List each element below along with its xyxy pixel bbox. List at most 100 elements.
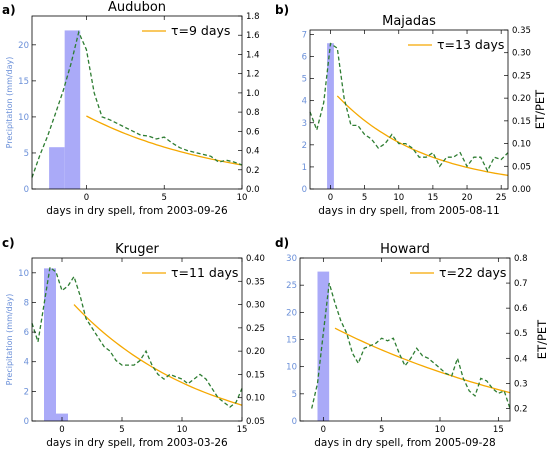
x-tick-label: 5 xyxy=(119,425,124,435)
right-tick-label: 0.35 xyxy=(512,26,531,36)
panel-majadas: b) Majadas 0 5 10 15 20 25 0 1 2 3 4 5 6 7 0.00 0.05 0.10 0… xyxy=(275,3,547,217)
x-tick-label: 10 xyxy=(237,193,248,203)
right-tick-label: 1.6 xyxy=(246,31,260,41)
x-tick-label: 15 xyxy=(237,425,248,435)
left-tick-label: 0 xyxy=(302,185,307,195)
left-tick-label: 8 xyxy=(24,298,29,308)
et-pet-series-line xyxy=(31,30,243,178)
right-tick-label: 0.40 xyxy=(246,254,265,264)
legend-label: τ=11 days xyxy=(171,265,238,280)
left-tick-label: 0 xyxy=(24,417,29,427)
x-axis-label: days in dry spell, from 2003-09-26 xyxy=(46,205,228,217)
left-tick-label: 20 xyxy=(18,41,29,51)
plot-frame xyxy=(31,257,243,422)
right-tick-label: 0.30 xyxy=(246,301,265,311)
left-tick-label: 10 xyxy=(286,363,297,373)
left-tick-label: 15 xyxy=(286,336,297,346)
panel-audubon: a) Audubon 0 5 10 0 5 10 15 20 0.0 0.2 0.4 0.6 0.8 1.0 1… xyxy=(2,0,260,217)
x-tick-label: 20 xyxy=(462,193,473,203)
x-tick-label: 10 xyxy=(435,425,446,435)
panel-label: b) xyxy=(275,3,289,17)
right-tick-label: 0.3 xyxy=(514,379,528,389)
chart-title: Audubon xyxy=(108,0,166,15)
plot-frame xyxy=(309,29,509,190)
panel-label: c) xyxy=(2,236,15,250)
panel-label: d) xyxy=(275,236,289,250)
et-pet-series-line xyxy=(31,266,243,408)
right-tick-label: 1.0 xyxy=(246,89,260,99)
legend-label: τ=22 days xyxy=(439,265,506,280)
left-tick-label: 20 xyxy=(286,308,297,318)
x-tick-label: 25 xyxy=(496,193,507,203)
left-tick-label: 0 xyxy=(24,185,29,195)
dry-spell-fit-line xyxy=(336,95,509,177)
x-axis-label: days in dry spell, from 2005-09-28 xyxy=(314,437,495,449)
x-tick-label: 5 xyxy=(362,193,367,203)
right-tick-label: 0.4 xyxy=(246,147,260,157)
right-tick-label: 0.30 xyxy=(512,49,531,59)
left-y-axis-label: Precipitation (mm/day) xyxy=(5,294,14,386)
left-tick-label: 10 xyxy=(18,269,29,279)
x-tick-label: 15 xyxy=(493,425,504,435)
x-tick-label: 10 xyxy=(393,193,404,203)
left-tick-label: 3 xyxy=(302,119,307,129)
right-tick-label: 0.25 xyxy=(512,71,531,81)
right-tick-label: 0.00 xyxy=(512,185,531,195)
right-tick-label: 0.05 xyxy=(246,417,265,427)
et-pet-series-line xyxy=(311,282,511,409)
right-tick-label: 0.8 xyxy=(246,108,260,118)
right-tick-label: 0.15 xyxy=(512,117,531,127)
panel-label: a) xyxy=(2,3,16,17)
right-y-axis-label: ET/PET xyxy=(533,89,547,129)
chart-title: Kruger xyxy=(115,242,159,257)
x-tick-label: 10 xyxy=(177,425,188,435)
left-tick-label: 4 xyxy=(24,358,29,368)
left-tick-label: 7 xyxy=(302,30,307,40)
right-tick-label: 0.10 xyxy=(512,140,531,150)
left-tick-label: 15 xyxy=(18,77,29,87)
right-tick-label: 0.8 xyxy=(514,254,528,264)
right-tick-label: 0.2 xyxy=(514,404,528,414)
right-tick-label: 0.35 xyxy=(246,277,265,287)
x-tick-label: 0 xyxy=(321,425,326,435)
precip-bar xyxy=(44,268,56,421)
left-tick-label: 5 xyxy=(24,149,29,159)
left-tick-label: 2 xyxy=(302,141,307,151)
right-tick-label: 0.4 xyxy=(514,354,528,364)
left-y-axis-label: Precipitation (mm/day) xyxy=(5,57,14,149)
precip-bar xyxy=(49,147,65,189)
right-tick-label: 0.6 xyxy=(246,127,260,137)
plot-frame xyxy=(31,15,243,190)
x-tick-label: 0 xyxy=(59,425,64,435)
x-tick-label: 5 xyxy=(379,425,384,435)
right-tick-label: 0.10 xyxy=(246,394,265,404)
precip-bar xyxy=(317,271,330,421)
precip-bar xyxy=(327,43,334,189)
x-tick-label: 5 xyxy=(162,193,167,203)
x-axis-label: days in dry spell, from 2003-03-26 xyxy=(46,437,228,449)
left-tick-label: 4 xyxy=(302,97,307,107)
right-tick-label: 1.8 xyxy=(246,12,260,22)
x-tick-label: 15 xyxy=(427,193,438,203)
right-tick-label: 0.5 xyxy=(514,329,528,339)
left-tick-label: 2 xyxy=(24,387,29,397)
left-tick-label: 6 xyxy=(24,328,29,338)
right-tick-label: 0.0 xyxy=(246,185,260,195)
left-tick-label: 5 xyxy=(302,75,307,85)
x-tick-label: 0 xyxy=(84,193,89,203)
precip-bar xyxy=(64,30,81,189)
left-tick-label: 25 xyxy=(286,281,297,291)
et-pet-series-line xyxy=(309,42,509,173)
right-tick-label: 0.20 xyxy=(512,94,531,104)
panel-kruger: c) Kruger 0 5 10 15 0 2 4 6 8 10 0.05 0.10 0.15 0.20 0.2… xyxy=(2,236,265,449)
dry-spell-fit-line xyxy=(73,304,243,406)
right-tick-label: 0.25 xyxy=(246,324,265,334)
right-tick-label: 0.20 xyxy=(246,347,265,357)
legend-label: τ=9 days xyxy=(171,23,230,38)
left-tick-label: 10 xyxy=(18,113,29,123)
right-tick-label: 0.15 xyxy=(246,370,265,380)
x-tick-label: 0 xyxy=(328,193,333,203)
left-tick-label: 0 xyxy=(292,417,297,427)
dry-spell-fit-line xyxy=(86,115,243,166)
